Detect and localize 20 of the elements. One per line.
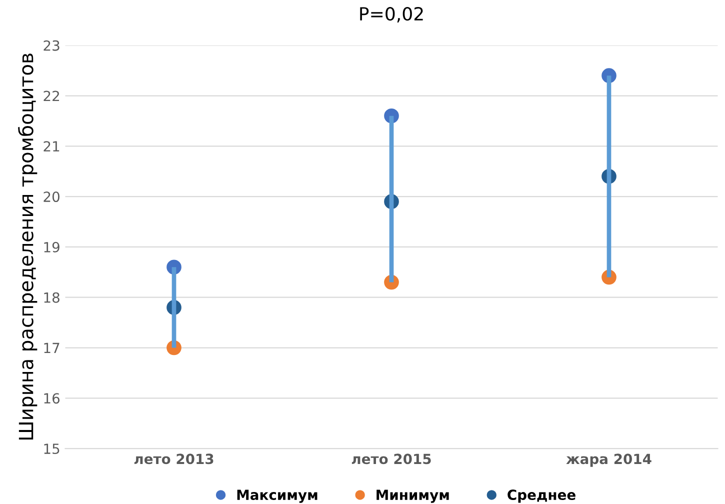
y-tick-label: 19 xyxy=(44,242,60,252)
chart-title: P=0,02 xyxy=(360,6,423,22)
bar xyxy=(606,76,612,278)
y-tick-label: 17 xyxy=(44,342,60,354)
y-tick-label: 20 xyxy=(44,192,60,202)
x-tick-label: лето 2015 xyxy=(352,454,431,464)
x-tick-label: лето 2013 xyxy=(134,454,214,464)
legend-label: Максимум xyxy=(237,490,318,503)
y-axis-title: Ширина распределения тромбоцитов xyxy=(18,54,38,440)
legend-label: Среднее xyxy=(508,490,576,503)
y-tick-label: 16 xyxy=(44,393,60,404)
y-tick-label: 18 xyxy=(44,292,60,303)
bar xyxy=(389,116,394,282)
x-tick-label: жара 2014 xyxy=(566,454,652,467)
y-tick-label: 22 xyxy=(44,90,59,102)
legend-label: Минимум xyxy=(376,490,449,503)
y-tick-label: 15 xyxy=(44,444,60,454)
bar xyxy=(172,267,176,348)
y-tick-label: 23 xyxy=(44,40,60,51)
y-tick-label: 21 xyxy=(44,141,60,152)
